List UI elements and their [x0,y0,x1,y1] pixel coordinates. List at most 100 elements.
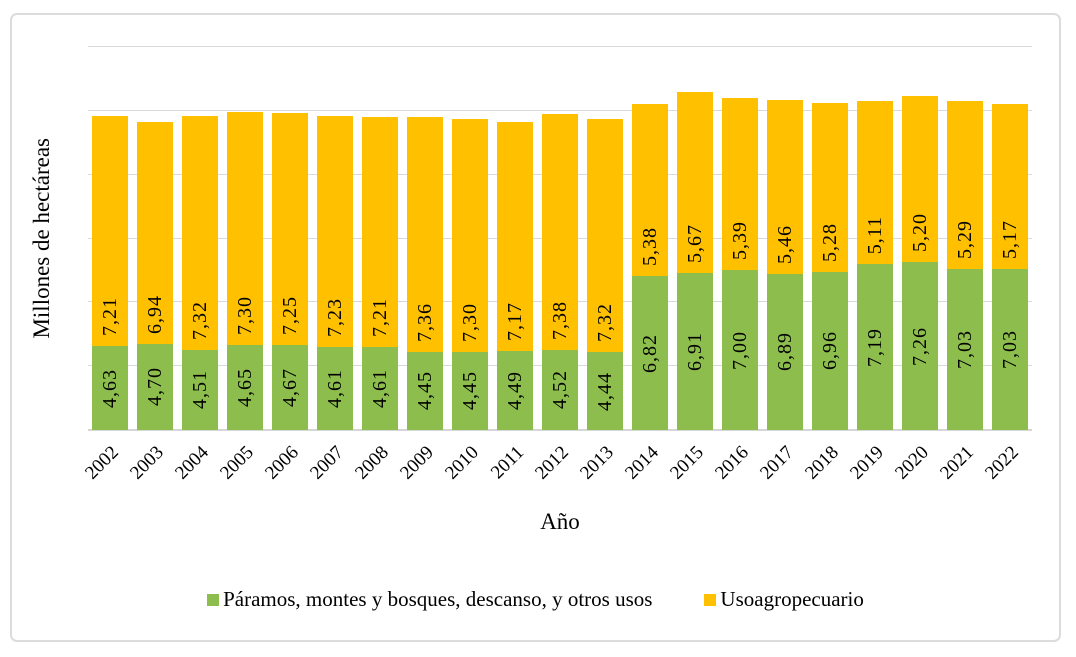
bar-2019-usoagropecuario-label: 5,11 [863,216,886,255]
bar-2003-usoagropecuario-segment: 6,94 [137,122,174,344]
bar-2004-usoagropecuario-segment: 7,32 [182,116,219,350]
x-tick-label-2006: 2006 [261,442,304,484]
y-axis-title-box: Millones de hectáreas [24,47,60,430]
legend-swatch-green-icon [207,593,220,606]
bar-2020-usoagropecuario-segment: 5,20 [901,96,938,263]
chart-frame: Millones de hectáreas 7,21 4,63 6,94 4,70 7,… [10,13,1061,642]
x-tick-label-2008: 2008 [351,442,394,484]
bar-2007-paramos-label: 4,61 [324,368,347,408]
bar-2006: 7,25 4,67 [272,113,309,430]
bar-2003-usoagropecuario-label: 6,94 [144,294,167,334]
bar-2007-paramos-segment: 4,61 [317,346,354,430]
x-tick-label-2007: 2007 [306,442,349,484]
bar-2017: 5,46 6,89 [766,99,803,430]
bar-2010-paramos-segment: 4,45 [452,351,489,430]
x-tick-label-2014: 2014 [621,442,663,484]
bar-2013-usoagropecuario-label: 7,32 [593,303,616,343]
bar-2005: 7,30 4,65 [227,112,264,430]
bar-2018-paramos-segment: 6,96 [811,271,848,430]
bar-2016-paramos-segment: 7,00 [721,270,758,430]
bar-2002-paramos-label: 4,63 [99,368,122,408]
bar-2015: 5,67 6,91 [676,92,713,430]
x-tick-label-2004: 2004 [171,442,214,484]
bar-2018-paramos-label: 6,96 [818,331,841,371]
bar-2005-paramos-label: 4,65 [234,368,257,408]
legend-item-usoagropecuario: Usoagropecuario [704,587,864,612]
x-tick-label-2015: 2015 [665,442,708,484]
x-axis-line [88,429,1032,431]
x-tick-label-2019: 2019 [845,442,888,484]
bar-2007-usoagropecuario-label: 7,23 [324,297,347,337]
bar-2008-usoagropecuario-label: 7,21 [369,297,392,337]
bar-2006-usoagropecuario-segment: 7,25 [272,113,309,345]
bar-2004-paramos-label: 4,51 [189,370,212,410]
bar-2018-usoagropecuario-segment: 5,28 [811,103,848,272]
bar-2020-usoagropecuario-label: 5,20 [908,213,931,253]
bar-2009-usoagropecuario-label: 7,36 [414,302,437,342]
gridline [88,46,1032,47]
legend-item-paramos: Páramos, montes y bosques, descanso, y o… [207,587,652,612]
bar-2021: 5,29 7,03 [946,100,983,430]
bar-2002-paramos-segment: 4,63 [92,346,129,430]
bar-2015-usoagropecuario-segment: 5,67 [676,92,713,274]
x-tick-label-2018: 2018 [800,442,843,484]
bar-2016-paramos-label: 7,00 [728,330,751,370]
plot-area: 7,21 4,63 6,94 4,70 7,32 4,51 7,30 4,65 7,25 4,67… [88,46,1032,431]
bar-2022-usoagropecuario-label: 5,17 [998,220,1021,260]
x-axis-title: Año [540,509,580,534]
gridline [88,109,1032,111]
bar-2002-usoagropecuario-segment: 7,21 [92,115,129,347]
legend-label-usoagropecuario: Usoagropecuario [720,587,864,611]
bar-2019-paramos-label: 7,19 [863,327,886,367]
bar-2014-paramos-segment: 6,82 [631,276,668,430]
bar-2016: 5,39 7,00 [721,98,758,430]
bar-2016-usoagropecuario-segment: 5,39 [721,98,758,271]
legend-swatch-yellow-icon [704,593,717,606]
bar-2005-usoagropecuario-label: 7,30 [234,296,257,336]
bar-2003-paramos-segment: 4,70 [137,343,174,430]
bar-2006-paramos-segment: 4,67 [272,344,309,430]
bar-2015-paramos-label: 6,91 [683,332,706,372]
bar-2008-paramos-segment: 4,61 [362,346,399,430]
bar-2007: 7,23 4,61 [317,115,354,430]
bar-2004: 7,32 4,51 [182,116,219,430]
bar-2011-usoagropecuario-label: 7,17 [504,301,527,341]
bar-2020: 5,20 7,26 [901,96,938,430]
bar-2020-paramos-label: 7,26 [908,326,931,366]
bar-2019-paramos-segment: 7,19 [856,264,893,430]
bar-2019-usoagropecuario-segment: 5,11 [856,101,893,265]
bar-2008: 7,21 4,61 [362,116,399,430]
x-tick-label-2011: 2011 [486,442,528,484]
bar-2013-paramos-label: 4,44 [593,371,616,411]
bar-2014: 5,38 6,82 [631,104,668,430]
bar-2013-usoagropecuario-segment: 7,32 [586,118,623,353]
x-tick-label-2022: 2022 [980,442,1023,484]
bar-2020-paramos-segment: 7,26 [901,262,938,430]
bar-2011-paramos-label: 4,49 [504,370,527,410]
bar-2012-paramos-segment: 4,52 [542,349,578,430]
bar-2019: 5,11 7,19 [856,101,893,430]
bar-2012: 7,38 4,52 [542,114,578,430]
y-axis-title: Millones de hectáreas [29,138,54,339]
bar-2011: 7,17 4,49 [497,121,534,430]
bar-2008-usoagropecuario-segment: 7,21 [362,116,399,347]
bar-2011-usoagropecuario-segment: 7,17 [497,121,534,351]
bar-2004-paramos-segment: 4,51 [182,349,219,430]
bar-2017-paramos-segment: 6,89 [766,273,803,430]
bar-2017-usoagropecuario-segment: 5,46 [766,99,803,274]
bar-2007-usoagropecuario-segment: 7,23 [317,115,354,347]
bar-2008-paramos-label: 4,61 [369,368,392,408]
x-tick-label-2002: 2002 [81,442,124,484]
bar-2016-usoagropecuario-label: 5,39 [728,221,751,261]
bar-2018: 5,28 6,96 [811,103,848,430]
bar-2006-paramos-label: 4,67 [279,367,302,407]
bar-2013-paramos-segment: 4,44 [586,352,623,430]
bar-2004-usoagropecuario-label: 7,32 [189,300,212,340]
x-axis-tick-labels: 2002 2003 2004 2005 2006 2007 2008 2009 2010 2011… [82,434,1032,506]
bar-2018-usoagropecuario-label: 5,28 [818,222,841,262]
bar-2010-paramos-label: 4,45 [459,371,482,411]
bar-2009-usoagropecuario-segment: 7,36 [407,116,444,352]
bar-2005-paramos-segment: 4,65 [227,345,264,430]
bar-2022-paramos-segment: 7,03 [991,269,1028,430]
bar-2003: 6,94 4,70 [137,122,174,430]
